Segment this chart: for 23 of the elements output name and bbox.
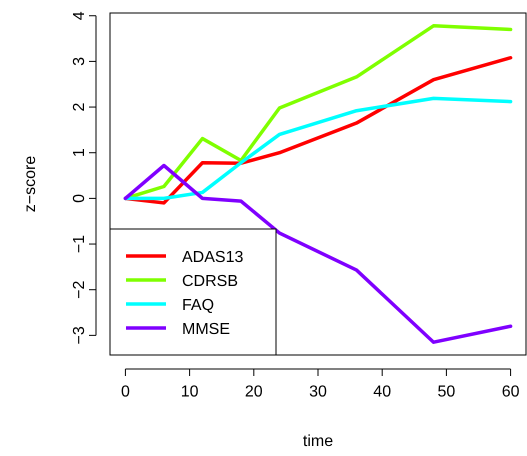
- line-series: [124, 164, 512, 344]
- legend-label: MMSE: [182, 321, 230, 338]
- x-axis-title: time: [302, 433, 334, 450]
- y-tick-label: −3: [71, 326, 88, 344]
- x-tick-label: 40: [373, 384, 392, 401]
- x-tick-label: 50: [437, 384, 456, 401]
- y-tick-label: −2: [71, 280, 88, 299]
- y-tick-label: 0: [71, 194, 88, 203]
- x-tick-label: 20: [244, 384, 263, 401]
- legend-label: CDRSB: [182, 273, 238, 290]
- line-series: [124, 96, 512, 200]
- y-tick-label: 2: [71, 102, 88, 112]
- x-tick-label: 0: [120, 384, 130, 401]
- y-tick-label: 1: [71, 148, 88, 158]
- x-tick-label: 60: [502, 384, 520, 401]
- y-tick-label: 3: [71, 56, 88, 66]
- y-tick-label: 4: [71, 11, 88, 20]
- x-tick-label: 10: [180, 384, 199, 401]
- x-tick-label: 30: [309, 384, 327, 401]
- y-tick-label: −1: [71, 234, 88, 254]
- legend-label: ADAS13: [182, 249, 244, 266]
- y-axis-title: z−score: [22, 156, 39, 212]
- legend-label: FAQ: [182, 297, 214, 314]
